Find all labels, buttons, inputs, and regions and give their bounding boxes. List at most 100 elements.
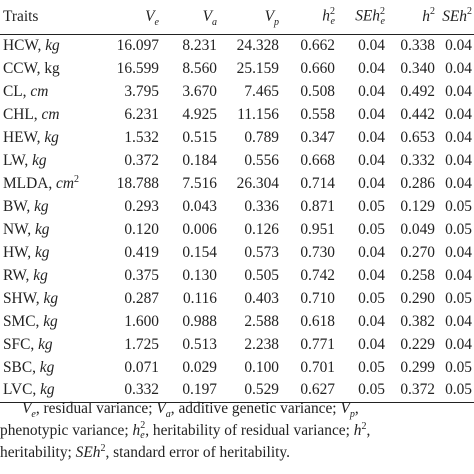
header-ve: Ve — [98, 0, 161, 35]
value-cell-he2: 0.618 — [300, 312, 335, 330]
value-cell-he2: 0.714 — [300, 174, 335, 192]
value-cell-seh2: 0.04 — [445, 59, 472, 77]
value-cell-vp: 7.465 — [244, 82, 279, 100]
value-cell-seh2e: 0.04 — [358, 243, 385, 261]
trait-cell: SMC, kg — [3, 312, 58, 330]
value-cell-va: 0.029 — [182, 358, 217, 376]
value-cell-seh2: 0.05 — [437, 379, 474, 403]
value-cell-vp: 0.789 — [244, 128, 279, 146]
value-cell-ve: 1.600 — [124, 312, 159, 330]
value-cell-seh2e: 0.04 — [358, 105, 385, 123]
value-cell-seh2: 0.04 — [445, 128, 472, 146]
value-cell-vp: 25.159 — [236, 59, 279, 77]
value-cell-seh2e: 0.04 — [358, 266, 385, 284]
table-row: HCW, kg 16.097 8.231 24.328 0.662 0.04 0.338 0.… — [0, 34, 474, 57]
value-cell-he2: 0.508 — [300, 82, 335, 100]
table-row: SBC, kg 0.071 0.029 0.100 0.701 0.05 0.299 0.05 — [0, 356, 474, 379]
value-cell-ve: 3.795 — [124, 82, 159, 100]
value-cell-he2: 0.871 — [300, 197, 335, 215]
value-cell-vp: 11.156 — [237, 105, 279, 123]
value-cell-seh2: 0.04 — [445, 36, 472, 54]
value-cell-va: 0.006 — [182, 220, 217, 238]
trait-cell: MLDA, cm2 — [3, 173, 79, 192]
table-row: HW, kg 0.419 0.154 0.573 0.730 0.04 0.270 0.04 — [0, 241, 474, 264]
table-row: RW, kg 0.375 0.130 0.505 0.742 0.04 0.258 0.04 — [0, 264, 474, 287]
value-cell-seh2: 0.04 — [445, 151, 472, 169]
value-cell-vp: 0.505 — [244, 266, 279, 284]
trait-cell: HW, kg — [3, 243, 50, 261]
table-row: SMC, kg 1.600 0.988 2.588 0.618 0.04 0.382 0.04 — [0, 310, 474, 333]
value-cell-ve: 0.375 — [124, 266, 159, 284]
value-cell-h2: 0.290 — [400, 289, 435, 307]
value-cell-va: 3.670 — [182, 82, 217, 100]
table-row: CCW, kg 16.599 8.560 25.159 0.660 0.04 0.340 0.… — [0, 57, 474, 80]
table-row: BW, kg 0.293 0.043 0.336 0.871 0.05 0.129 0.05 — [0, 195, 474, 218]
table-row: SHW, kg 0.287 0.116 0.403 0.710 0.05 0.290 0.05 — [0, 287, 474, 310]
value-cell-h2: 0.382 — [400, 312, 435, 330]
table-row: MLDA, cm2 18.788 7.516 26.304 0.714 0.04 0.286… — [0, 172, 474, 195]
table-row: LVC, kg 0.332 0.197 0.529 0.627 0.05 0.372 0.05 — [0, 379, 474, 403]
value-cell-h2: 0.372 — [387, 379, 437, 403]
value-cell-va: 0.154 — [182, 243, 217, 261]
value-cell-seh2: 0.04 — [445, 335, 472, 353]
value-cell-vp: 26.304 — [236, 174, 279, 192]
footnote-line-1: Ve, residual variance; Va, additive gene… — [22, 400, 359, 421]
table-row: LW, kg 0.372 0.184 0.556 0.668 0.04 0.332 0.04 — [0, 149, 474, 172]
value-cell-seh2e: 0.04 — [358, 82, 385, 100]
value-cell-seh2e: 0.04 — [358, 312, 385, 330]
value-cell-ve: 0.419 — [124, 243, 159, 261]
value-cell-vp: 0.556 — [244, 151, 279, 169]
value-cell-h2: 0.049 — [400, 220, 435, 238]
value-cell-seh2: 0.04 — [445, 105, 472, 123]
table-row: CL, cm 3.795 3.670 7.465 0.508 0.04 0.492 0.04 — [0, 80, 474, 103]
value-cell-h2: 0.129 — [400, 197, 435, 215]
value-cell-seh2e: 0.04 — [358, 128, 385, 146]
trait-cell: HCW, kg — [3, 36, 60, 54]
value-cell-vp: 0.336 — [244, 197, 279, 215]
value-cell-seh2: 0.04 — [445, 243, 472, 261]
value-cell-ve: 0.293 — [124, 197, 159, 215]
value-cell-va: 0.197 — [161, 379, 219, 403]
table-footnote: Ve, residual variance; Va, additive gene… — [0, 398, 474, 464]
header-h2: h2 — [387, 0, 437, 35]
value-cell-vp: 0.126 — [244, 220, 279, 238]
value-cell-ve: 18.788 — [116, 174, 159, 192]
value-cell-va: 0.130 — [182, 266, 217, 284]
value-cell-va: 7.516 — [182, 174, 217, 192]
value-cell-ve: 0.120 — [124, 220, 159, 238]
value-cell-he2: 0.660 — [300, 59, 335, 77]
value-cell-h2: 0.270 — [400, 243, 435, 261]
value-cell-h2: 0.258 — [400, 266, 435, 284]
value-cell-vp: 24.328 — [236, 36, 279, 54]
value-cell-he2: 0.742 — [300, 266, 335, 284]
value-cell-he2: 0.347 — [300, 128, 335, 146]
value-cell-ve: 0.372 — [124, 151, 159, 169]
table-row: NW, kg 0.120 0.006 0.126 0.951 0.05 0.049 0.05 — [0, 218, 474, 241]
value-cell-he2: 0.662 — [300, 36, 335, 54]
value-cell-he2: 0.710 — [300, 289, 335, 307]
value-cell-va: 8.560 — [182, 59, 217, 77]
value-cell-seh2e: 0.04 — [358, 36, 385, 54]
value-cell-h2: 0.229 — [400, 335, 435, 353]
value-cell-ve: 0.332 — [98, 379, 161, 403]
value-cell-seh2e: 0.05 — [358, 220, 385, 238]
value-cell-h2: 0.286 — [400, 174, 435, 192]
table-row: HEW, kg 1.532 0.515 0.789 0.347 0.04 0.653 0.04 — [0, 126, 474, 149]
trait-cell: LVC, kg — [0, 379, 98, 403]
value-cell-seh2e: 0.04 — [358, 151, 385, 169]
value-cell-va: 0.043 — [182, 197, 217, 215]
value-cell-h2: 0.653 — [400, 128, 435, 146]
header-seh2: SEh2 — [437, 0, 474, 35]
trait-cell: HEW, kg — [3, 128, 59, 146]
trait-cell: CHL, cm — [3, 105, 60, 123]
trait-cell: BW, kg — [3, 197, 49, 215]
value-cell-ve: 1.725 — [124, 335, 159, 353]
value-cell-he2: 0.668 — [300, 151, 335, 169]
value-cell-seh2: 0.05 — [445, 358, 472, 376]
value-cell-h2: 0.340 — [400, 59, 435, 77]
value-cell-he2: 0.951 — [300, 220, 335, 238]
